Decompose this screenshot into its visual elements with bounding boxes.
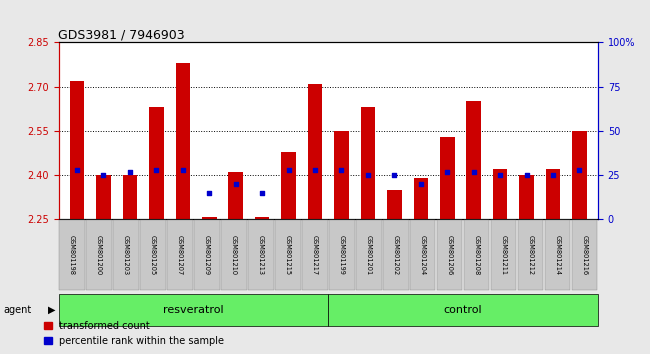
Point — [98, 172, 109, 178]
Text: GSM801215: GSM801215 — [285, 235, 291, 275]
Bar — [334, 131, 349, 219]
Bar — [572, 131, 587, 219]
Bar — [440, 137, 454, 219]
Bar — [361, 107, 375, 219]
Point — [495, 172, 505, 178]
Point — [204, 190, 214, 196]
Text: agent: agent — [3, 305, 31, 315]
Bar — [255, 217, 269, 219]
Bar — [493, 169, 508, 219]
Bar — [96, 175, 110, 219]
Legend: transformed count, percentile rank within the sample: transformed count, percentile rank withi… — [44, 321, 224, 346]
Text: GSM801206: GSM801206 — [447, 235, 452, 275]
Bar — [123, 175, 137, 219]
Bar — [467, 102, 481, 219]
Bar — [70, 81, 84, 219]
Point — [151, 167, 162, 173]
Text: GDS3981 / 7946903: GDS3981 / 7946903 — [58, 28, 185, 41]
Text: GSM801202: GSM801202 — [393, 235, 398, 275]
Point — [257, 190, 267, 196]
Text: GSM801208: GSM801208 — [474, 235, 480, 275]
Text: GSM801201: GSM801201 — [366, 235, 372, 275]
Bar — [149, 107, 164, 219]
Text: GSM801217: GSM801217 — [312, 235, 318, 275]
Point — [521, 172, 532, 178]
Text: GSM801210: GSM801210 — [231, 235, 237, 275]
Text: GSM801205: GSM801205 — [150, 235, 156, 275]
Bar — [202, 217, 216, 219]
Bar — [281, 152, 296, 219]
Bar — [387, 190, 402, 219]
Bar — [228, 172, 243, 219]
Text: GSM801198: GSM801198 — [69, 235, 75, 275]
Point — [469, 169, 479, 175]
Bar — [519, 175, 534, 219]
Bar — [546, 169, 560, 219]
Text: GSM801212: GSM801212 — [528, 235, 534, 275]
Text: resveratrol: resveratrol — [163, 305, 224, 315]
Point — [72, 167, 82, 173]
Point — [575, 167, 585, 173]
Point — [125, 169, 135, 175]
Bar — [307, 84, 322, 219]
Text: control: control — [444, 305, 482, 315]
Text: GSM801216: GSM801216 — [582, 235, 588, 275]
Point — [363, 172, 373, 178]
Bar — [176, 63, 190, 219]
Bar — [413, 178, 428, 219]
Text: GSM801213: GSM801213 — [258, 235, 264, 275]
Text: GSM801204: GSM801204 — [420, 235, 426, 275]
Point — [336, 167, 346, 173]
Point — [310, 167, 320, 173]
Text: GSM801211: GSM801211 — [500, 235, 506, 275]
Text: GSM801200: GSM801200 — [96, 235, 102, 275]
Point — [389, 172, 400, 178]
Text: GSM801214: GSM801214 — [554, 235, 560, 275]
Point — [231, 181, 241, 187]
Text: GSM801203: GSM801203 — [123, 235, 129, 275]
Text: GSM801207: GSM801207 — [177, 235, 183, 275]
Point — [283, 167, 294, 173]
Point — [415, 181, 426, 187]
Text: ▶: ▶ — [47, 305, 55, 315]
Point — [548, 172, 558, 178]
Point — [442, 169, 452, 175]
Point — [177, 167, 188, 173]
Text: GSM801209: GSM801209 — [204, 235, 210, 275]
Text: GSM801199: GSM801199 — [339, 235, 345, 275]
